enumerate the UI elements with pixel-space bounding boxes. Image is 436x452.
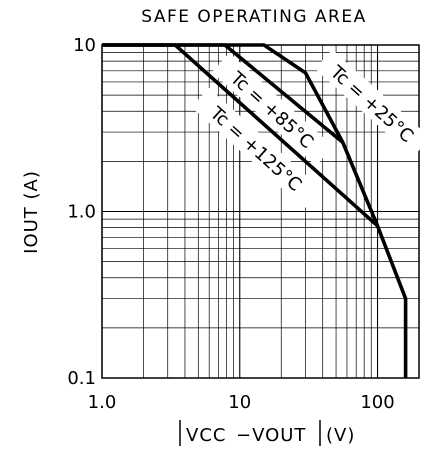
- curve-labels: Tc = +25°C Tc = +85°C Tc = +125°C: [191, 49, 430, 208]
- x-tick-label: 1.0: [88, 392, 117, 413]
- y-tick-label: 1.0: [67, 202, 96, 223]
- y-tick-label: 0.1: [67, 368, 96, 389]
- x-axis-label-unit: (V): [326, 425, 355, 446]
- chart-title: SAFE OPERATING AREA: [141, 7, 366, 27]
- x-axis-label: VCC −VOUT (V): [180, 420, 355, 446]
- x-axis-label-vcc: VCC: [186, 425, 226, 446]
- y-axis-label: IOUT (A): [21, 170, 42, 254]
- x-tick-label: 100: [360, 392, 394, 413]
- y-tick-labels: 0.1 1.0 10: [67, 35, 96, 389]
- x-tick-label: 10: [228, 392, 251, 413]
- x-tick-labels: 1.0 10 100: [88, 392, 395, 413]
- x-axis-label-vout: −VOUT: [236, 425, 306, 446]
- y-tick-label: 10: [73, 35, 96, 56]
